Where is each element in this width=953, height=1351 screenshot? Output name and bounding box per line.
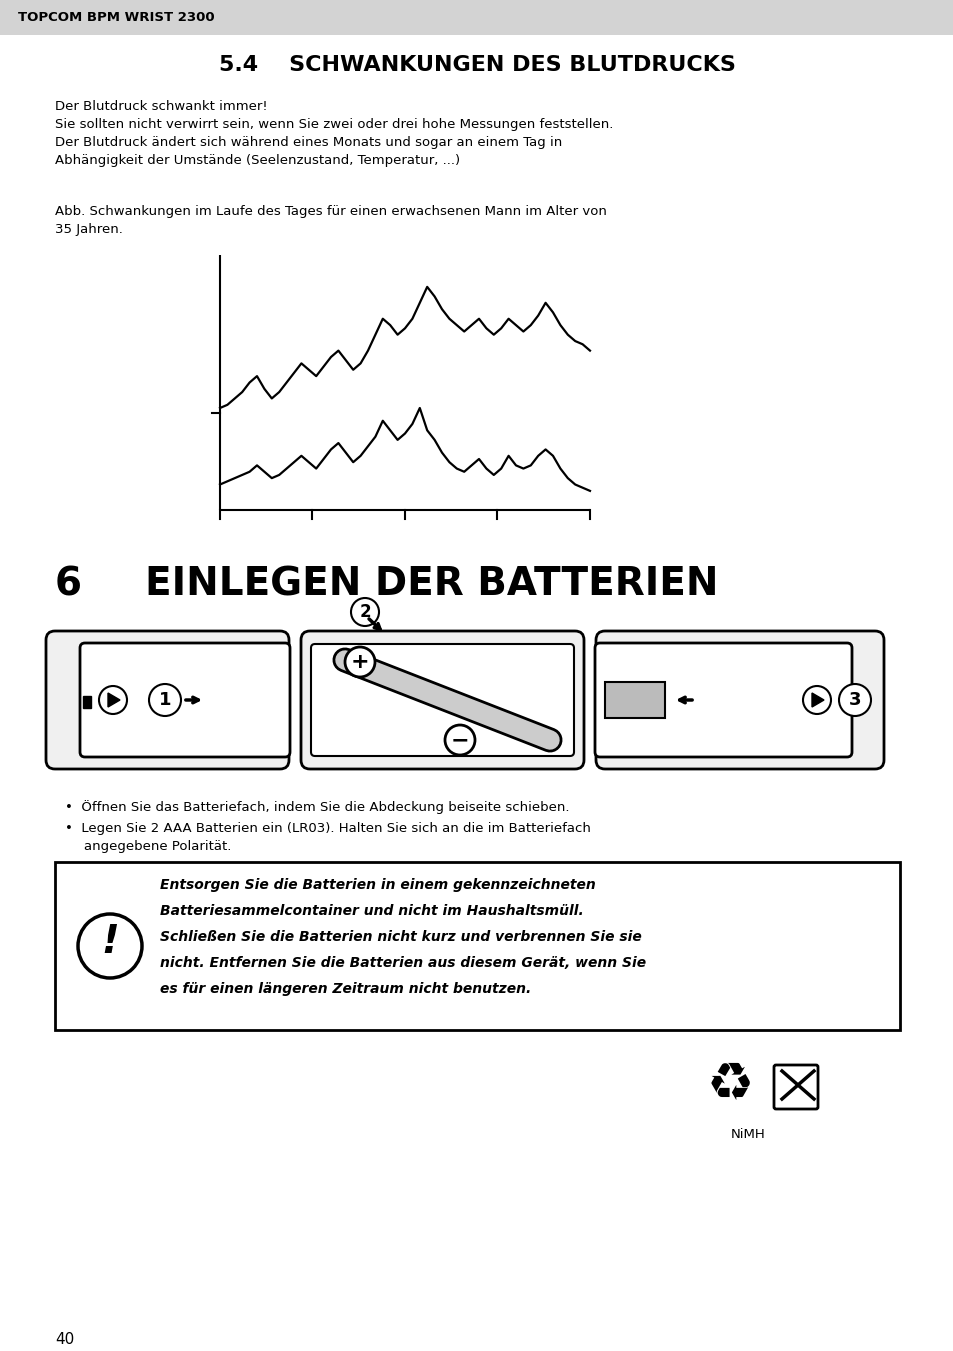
Circle shape	[99, 686, 127, 713]
Text: EINLEGEN DER BATTERIEN: EINLEGEN DER BATTERIEN	[145, 565, 718, 603]
Text: TOPCOM BPM WRIST 2300: TOPCOM BPM WRIST 2300	[18, 11, 214, 24]
Text: Sie sollten nicht verwirrt sein, wenn Sie zwei oder drei hohe Messungen feststel: Sie sollten nicht verwirrt sein, wenn Si…	[55, 118, 613, 131]
Bar	[0, 0, 953, 35]
Text: Der Blutdruck schwankt immer!: Der Blutdruck schwankt immer!	[55, 100, 268, 113]
Polygon shape	[811, 693, 823, 707]
Circle shape	[838, 684, 870, 716]
Text: NiMH: NiMH	[730, 1128, 764, 1142]
Text: Abhängigkeit der Umstände (Seelenzustand, Temperatur, ...): Abhängigkeit der Umstände (Seelenzustand…	[55, 154, 459, 168]
FancyBboxPatch shape	[80, 643, 290, 757]
Text: nicht. Entfernen Sie die Batterien aus diesem Gerät, wenn Sie: nicht. Entfernen Sie die Batterien aus d…	[160, 957, 645, 970]
FancyBboxPatch shape	[773, 1065, 817, 1109]
Circle shape	[345, 647, 375, 677]
FancyBboxPatch shape	[596, 631, 883, 769]
Circle shape	[78, 915, 142, 978]
Text: •  Legen Sie 2 AAA Batterien ein (LR03). Halten Sie sich an die im Batteriefach: • Legen Sie 2 AAA Batterien ein (LR03). …	[65, 821, 590, 835]
Text: 40: 40	[55, 1332, 74, 1347]
Text: 35 Jahren.: 35 Jahren.	[55, 223, 123, 236]
Text: !: !	[101, 923, 119, 961]
Text: Der Blutdruck ändert sich während eines Monats und sogar an einem Tag in: Der Blutdruck ändert sich während eines …	[55, 136, 561, 149]
Text: Abb. Schwankungen im Laufe des Tages für einen erwachsenen Mann im Alter von: Abb. Schwankungen im Laufe des Tages für…	[55, 205, 606, 218]
Text: Entsorgen Sie die Batterien in einem gekennzeichneten: Entsorgen Sie die Batterien in einem gek…	[160, 878, 595, 892]
Bar	[55, 862, 899, 1029]
Text: Batteriesammelcontainer und nicht im Haushaltsmüll.: Batteriesammelcontainer und nicht im Hau…	[160, 904, 583, 917]
Circle shape	[351, 598, 378, 626]
FancyBboxPatch shape	[46, 631, 289, 769]
Text: •  Öffnen Sie das Batteriefach, indem Sie die Abdeckung beiseite schieben.: • Öffnen Sie das Batteriefach, indem Sie…	[65, 800, 569, 813]
Polygon shape	[108, 693, 120, 707]
Text: angegebene Polarität.: angegebene Polarität.	[84, 840, 232, 852]
Text: 1: 1	[158, 690, 172, 709]
Text: ♻: ♻	[705, 1059, 753, 1111]
Text: es für einen längeren Zeitraum nicht benutzen.: es für einen längeren Zeitraum nicht ben…	[160, 982, 531, 996]
Text: 3: 3	[848, 690, 861, 709]
Circle shape	[149, 684, 181, 716]
FancyBboxPatch shape	[595, 643, 851, 757]
Text: 6: 6	[55, 565, 82, 603]
Bar	[604, 682, 664, 717]
Circle shape	[802, 686, 830, 713]
Text: 5.4    SCHWANKUNGEN DES BLUTDRUCKS: 5.4 SCHWANKUNGEN DES BLUTDRUCKS	[218, 55, 735, 76]
Circle shape	[444, 725, 475, 755]
Text: −: −	[450, 730, 469, 750]
Text: Schließen Sie die Batterien nicht kurz und verbrennen Sie sie: Schließen Sie die Batterien nicht kurz u…	[160, 929, 641, 944]
FancyBboxPatch shape	[311, 644, 574, 757]
FancyBboxPatch shape	[301, 631, 583, 769]
Bar	[83, 696, 91, 708]
Text: +: +	[351, 653, 369, 671]
Text: 2: 2	[359, 603, 371, 621]
